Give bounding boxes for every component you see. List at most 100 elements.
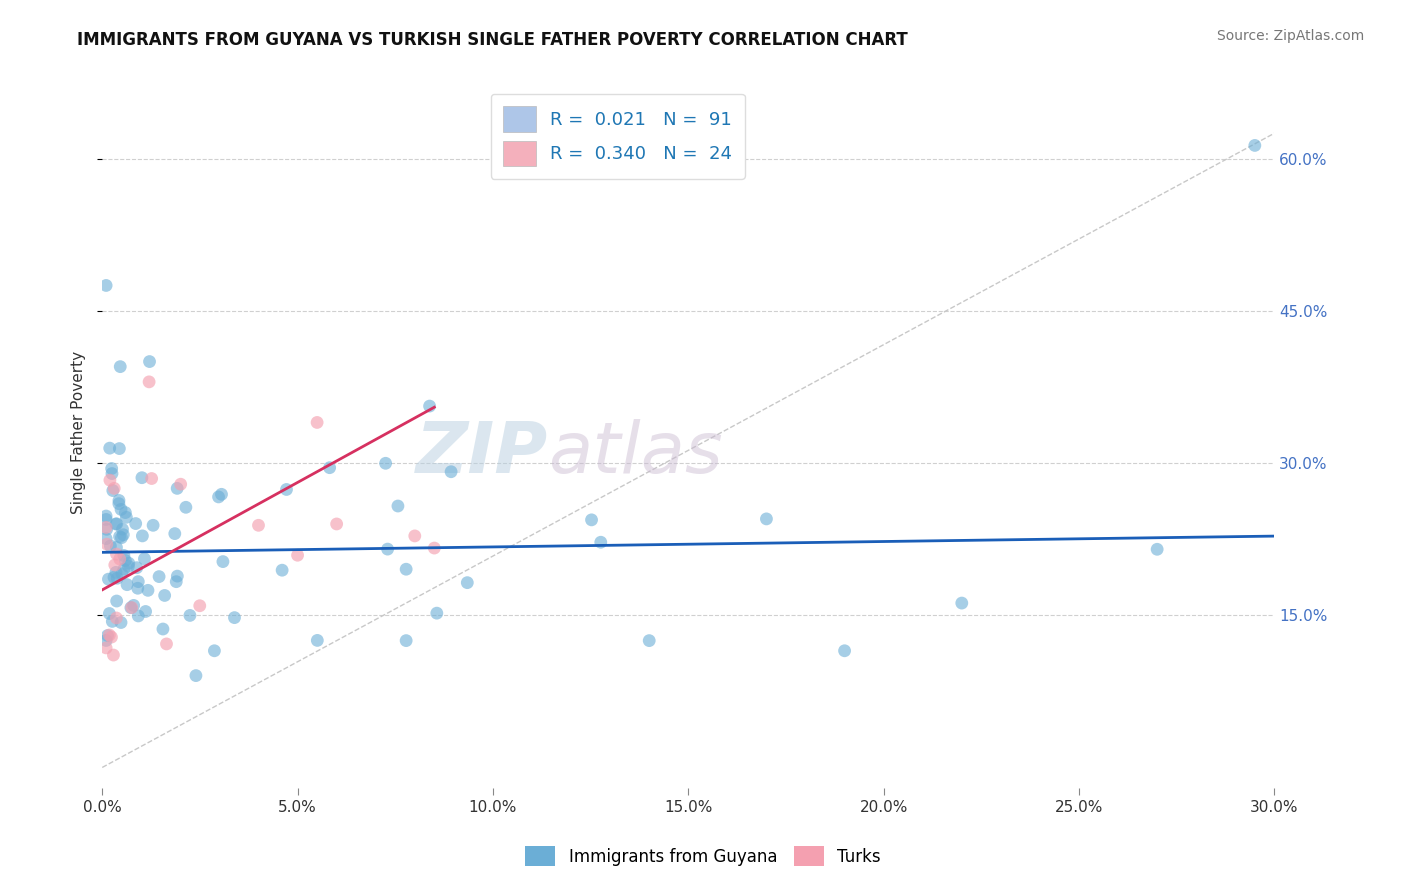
Point	[307, 416, 329, 430]
Point	[247, 518, 270, 533]
Point	[174, 500, 197, 515]
Point	[110, 531, 132, 545]
Point	[100, 630, 122, 644]
Text: IMMIGRANTS FROM GUYANA VS TURKISH SINGLE FATHER POVERTY CORRELATION CHART: IMMIGRANTS FROM GUYANA VS TURKISH SINGLE…	[77, 31, 908, 49]
Point	[104, 566, 127, 580]
Legend: Immigrants from Guyana, Turks: Immigrants from Guyana, Turks	[519, 839, 887, 873]
Point	[98, 628, 121, 642]
Point	[125, 516, 148, 531]
Point	[1146, 542, 1168, 557]
Point	[950, 596, 973, 610]
Point	[142, 518, 165, 533]
Legend: R =  0.021   N =  91, R =  0.340   N =  24: R = 0.021 N = 91, R = 0.340 N = 24	[491, 94, 745, 179]
Point	[117, 559, 139, 574]
Point	[96, 628, 118, 642]
Point	[440, 465, 463, 479]
Point	[108, 493, 131, 508]
Point	[419, 399, 441, 413]
Point	[108, 442, 131, 456]
Point	[98, 441, 121, 455]
Point	[1243, 138, 1265, 153]
Point	[94, 278, 117, 293]
Point	[127, 609, 149, 624]
Point	[114, 553, 136, 567]
Point	[395, 633, 418, 648]
Point	[105, 547, 128, 561]
Point	[110, 359, 132, 374]
Point	[98, 473, 121, 487]
Point	[184, 668, 207, 682]
Point	[108, 552, 131, 566]
Point	[105, 571, 128, 585]
Text: Source: ZipAtlas.com: Source: ZipAtlas.com	[1216, 29, 1364, 43]
Point	[153, 589, 176, 603]
Point	[138, 354, 160, 368]
Point	[108, 497, 131, 511]
Point	[115, 577, 138, 591]
Point	[96, 522, 118, 536]
Point	[166, 569, 188, 583]
Point	[131, 529, 153, 543]
Point	[638, 633, 661, 648]
Point	[94, 512, 117, 526]
Point	[395, 562, 418, 576]
Point	[100, 539, 122, 553]
Point	[374, 456, 396, 470]
Point	[207, 490, 229, 504]
Point	[94, 520, 117, 534]
Point	[108, 530, 131, 544]
Point	[148, 569, 170, 583]
Point	[134, 551, 156, 566]
Point	[125, 560, 148, 574]
Point	[212, 555, 235, 569]
Point	[179, 608, 201, 623]
Point	[426, 606, 449, 620]
Point	[456, 575, 478, 590]
Point	[211, 487, 233, 501]
Point	[103, 481, 125, 495]
Point	[114, 506, 136, 520]
Point	[188, 599, 211, 613]
Point	[103, 648, 125, 662]
Point	[423, 541, 446, 555]
Point	[111, 522, 134, 536]
Point	[318, 460, 340, 475]
Point	[589, 535, 612, 549]
Point	[276, 483, 298, 497]
Point	[404, 529, 426, 543]
Point	[155, 637, 177, 651]
Point	[110, 615, 132, 630]
Point	[136, 583, 159, 598]
Point	[94, 532, 117, 546]
Point	[121, 600, 143, 615]
Point	[98, 607, 121, 621]
Point	[110, 502, 132, 516]
Point	[169, 477, 191, 491]
Point	[127, 574, 149, 589]
Point	[166, 482, 188, 496]
Text: ZIP: ZIP	[415, 419, 547, 489]
Point	[135, 605, 157, 619]
Text: atlas: atlas	[547, 419, 723, 489]
Point	[101, 615, 124, 629]
Point	[112, 527, 135, 541]
Point	[307, 633, 329, 648]
Point	[105, 611, 128, 625]
Point	[105, 516, 128, 531]
Point	[120, 600, 142, 615]
Point	[100, 461, 122, 475]
Point	[131, 471, 153, 485]
Point	[94, 640, 117, 655]
Point	[271, 563, 294, 577]
Point	[127, 581, 149, 595]
Point	[755, 512, 778, 526]
Point	[152, 622, 174, 636]
Point	[377, 542, 399, 557]
Y-axis label: Single Father Poverty: Single Father Poverty	[72, 351, 86, 514]
Point	[122, 599, 145, 613]
Point	[104, 516, 127, 531]
Point	[387, 499, 409, 513]
Point	[103, 570, 125, 584]
Point	[101, 467, 124, 481]
Point	[111, 566, 134, 581]
